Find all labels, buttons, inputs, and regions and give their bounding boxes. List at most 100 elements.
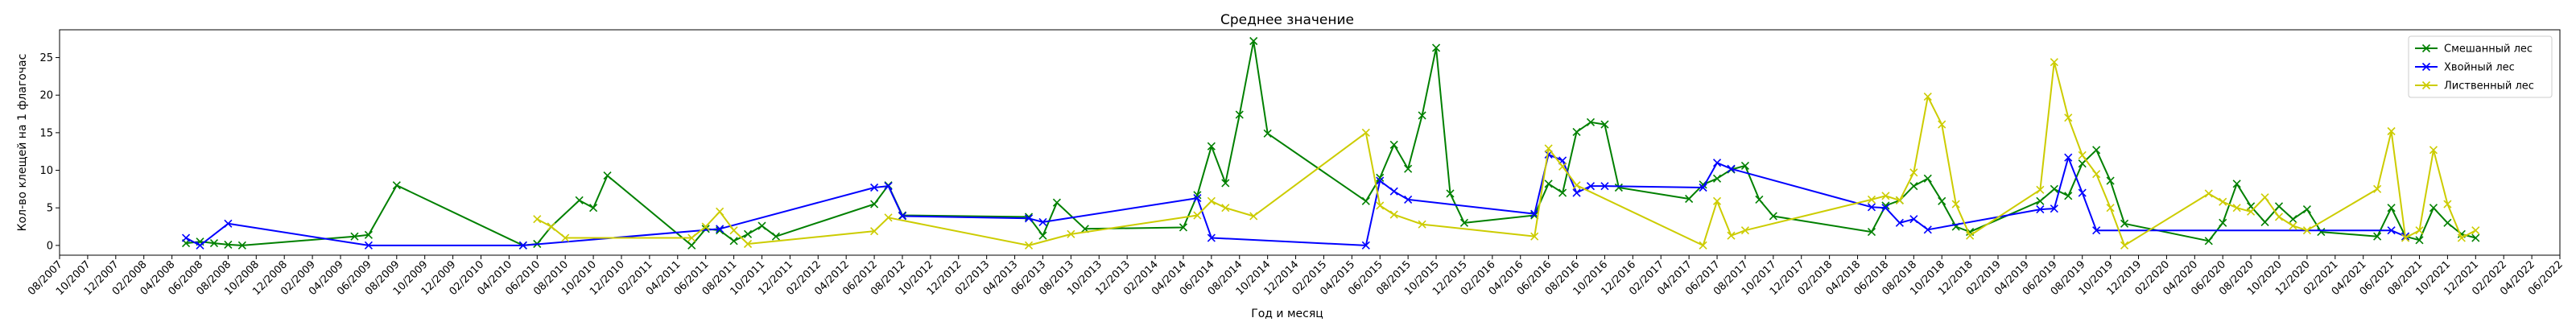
data-point-marker: [364, 241, 373, 250]
data-point-marker: [2036, 185, 2045, 194]
data-point-marker: [1067, 229, 1075, 238]
data-point-marker: [2260, 193, 2269, 202]
data-point-marker: [1712, 196, 1722, 205]
plot-frame: [59, 29, 2561, 256]
data-point-marker: [2373, 232, 2382, 241]
data-point-marker: [1404, 195, 1413, 204]
data-point-marker: [1586, 182, 1596, 191]
data-point-marker: [1685, 194, 1694, 204]
data-point-marker: [1361, 241, 1370, 250]
data-point-marker: [224, 240, 233, 249]
data-point-marker: [2429, 204, 2438, 213]
data-point-marker: [392, 181, 401, 190]
data-point-marker: [181, 233, 191, 242]
legend-item: Хвойный лес: [2415, 62, 2515, 74]
data-point-marker: [2387, 204, 2396, 213]
y-tick-label: 25: [39, 52, 53, 64]
data-point-marker: [2232, 204, 2241, 213]
data-point-marker: [1530, 232, 1539, 241]
data-point-marker: [2274, 213, 2284, 221]
data-point-marker: [2317, 228, 2326, 237]
y-tick-label: 0: [47, 240, 53, 252]
data-point-marker: [1207, 233, 1216, 242]
data-point-marker: [729, 226, 738, 235]
data-point-marker: [547, 222, 555, 231]
data-point-marker: [364, 230, 373, 239]
data-point-marker: [1727, 231, 1736, 240]
data-point-marker: [2064, 114, 2073, 122]
data-point-marker: [729, 237, 738, 246]
data-point-marker: [224, 219, 233, 228]
data-point-marker: [1389, 210, 1398, 219]
data-point-marker: [1431, 43, 1441, 52]
data-point-marker: [575, 196, 584, 204]
data-point-marker: [2260, 217, 2269, 226]
data-point-marker: [1712, 159, 1722, 167]
data-point-marker: [1712, 174, 1722, 183]
data-point-marker: [2443, 218, 2452, 227]
data-point-marker: [2078, 159, 2087, 168]
plot-area: [59, 29, 2561, 256]
data-point-marker: [2302, 226, 2311, 235]
data-point-marker: [1249, 36, 1258, 46]
data-point-marker: [2036, 205, 2045, 214]
data-point-marker: [1895, 196, 1904, 204]
data-point-marker: [2036, 196, 2045, 205]
data-point-marker: [1038, 217, 1047, 226]
data-point-marker: [1867, 228, 1876, 237]
data-point-marker: [1951, 200, 1960, 208]
data-point-marker: [2387, 226, 2396, 235]
data-point-marker: [870, 200, 879, 208]
data-point-marker: [1909, 215, 1918, 224]
data-point-marker: [1389, 140, 1398, 149]
data-point-marker: [2106, 176, 2115, 185]
data-point-marker: [2064, 153, 2073, 162]
data-point-marker: [1895, 218, 1904, 227]
data-point-marker: [1740, 161, 1749, 170]
data-point-marker: [2092, 170, 2101, 179]
data-point-marker: [589, 204, 598, 213]
data-point-marker: [1923, 174, 1932, 183]
data-point-marker: [2401, 233, 2410, 242]
data-point-marker: [1923, 225, 1932, 234]
legend-item: Лиственный лес: [2415, 80, 2534, 93]
data-point-marker: [1459, 218, 1469, 227]
data-point-marker: [2092, 146, 2101, 155]
data-point-marker: [716, 225, 724, 233]
data-point-marker: [2443, 200, 2452, 208]
data-point-marker: [2050, 204, 2058, 213]
data-point-marker: [2471, 233, 2480, 242]
data-point-marker: [2050, 58, 2058, 67]
y-tick-label: 15: [39, 127, 53, 139]
data-point-marker: [2415, 236, 2424, 245]
data-point-marker: [2232, 180, 2241, 188]
data-point-marker: [2204, 189, 2213, 198]
data-point-marker: [1179, 223, 1188, 232]
data-point-marker: [1249, 212, 1258, 221]
data-point-marker: [196, 241, 204, 250]
data-point-marker: [2289, 215, 2297, 224]
data-point-marker: [1572, 181, 1581, 190]
data-point-marker: [2219, 197, 2227, 206]
data-point-marker: [2247, 207, 2256, 216]
data-point-marker: [2078, 151, 2087, 159]
data-point-marker: [1699, 183, 1707, 192]
data-point-marker: [1038, 231, 1047, 240]
legend: Смешанный лес Хвойный лес Лиственный лес: [2408, 35, 2553, 98]
data-point-marker: [1699, 241, 1707, 250]
legend-marker: [2421, 43, 2431, 53]
data-point-marker: [1558, 162, 1567, 171]
data-point-marker: [687, 233, 696, 242]
data-point-marker: [209, 239, 219, 248]
series-1: [181, 36, 2480, 250]
data-point-marker: [2050, 184, 2058, 193]
data-point-marker: [350, 232, 359, 241]
data-point-marker: [870, 183, 879, 192]
data-point-marker: [1418, 111, 1426, 120]
data-point-marker: [1909, 182, 1918, 191]
data-point-marker: [2064, 192, 2073, 200]
data-point-marker: [1600, 120, 1609, 129]
data-point-marker: [1544, 144, 1553, 153]
data-point-marker: [1376, 201, 1385, 210]
